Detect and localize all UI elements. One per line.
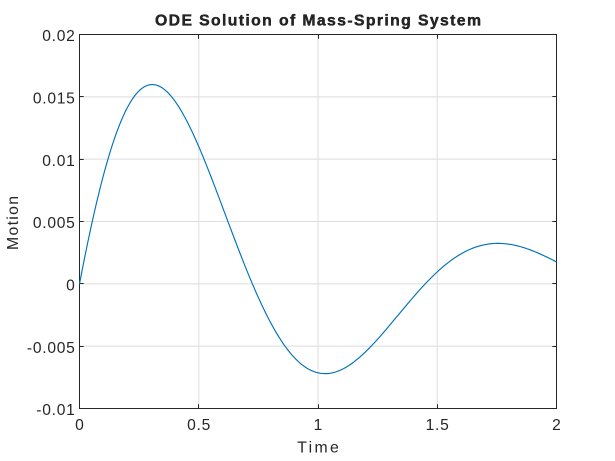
svg-text:Time: Time [297, 440, 339, 457]
svg-text:1: 1 [314, 417, 323, 434]
svg-text:0.02: 0.02 [42, 28, 75, 45]
svg-text:1.5: 1.5 [426, 417, 450, 434]
svg-text:-0.005: -0.005 [27, 340, 76, 357]
svg-text:ODE Solution of Mass-Spring Sy: ODE Solution of Mass-Spring System [155, 13, 481, 30]
svg-text:0.005: 0.005 [33, 215, 76, 232]
svg-text:2: 2 [552, 417, 561, 434]
svg-text:-0.01: -0.01 [36, 402, 75, 419]
svg-text:0.015: 0.015 [33, 90, 76, 107]
svg-text:0.5: 0.5 [187, 417, 211, 434]
svg-text:0: 0 [75, 417, 84, 434]
svg-text:0.01: 0.01 [42, 153, 75, 170]
svg-text:0: 0 [66, 277, 75, 294]
svg-text:Motion: Motion [5, 196, 22, 250]
